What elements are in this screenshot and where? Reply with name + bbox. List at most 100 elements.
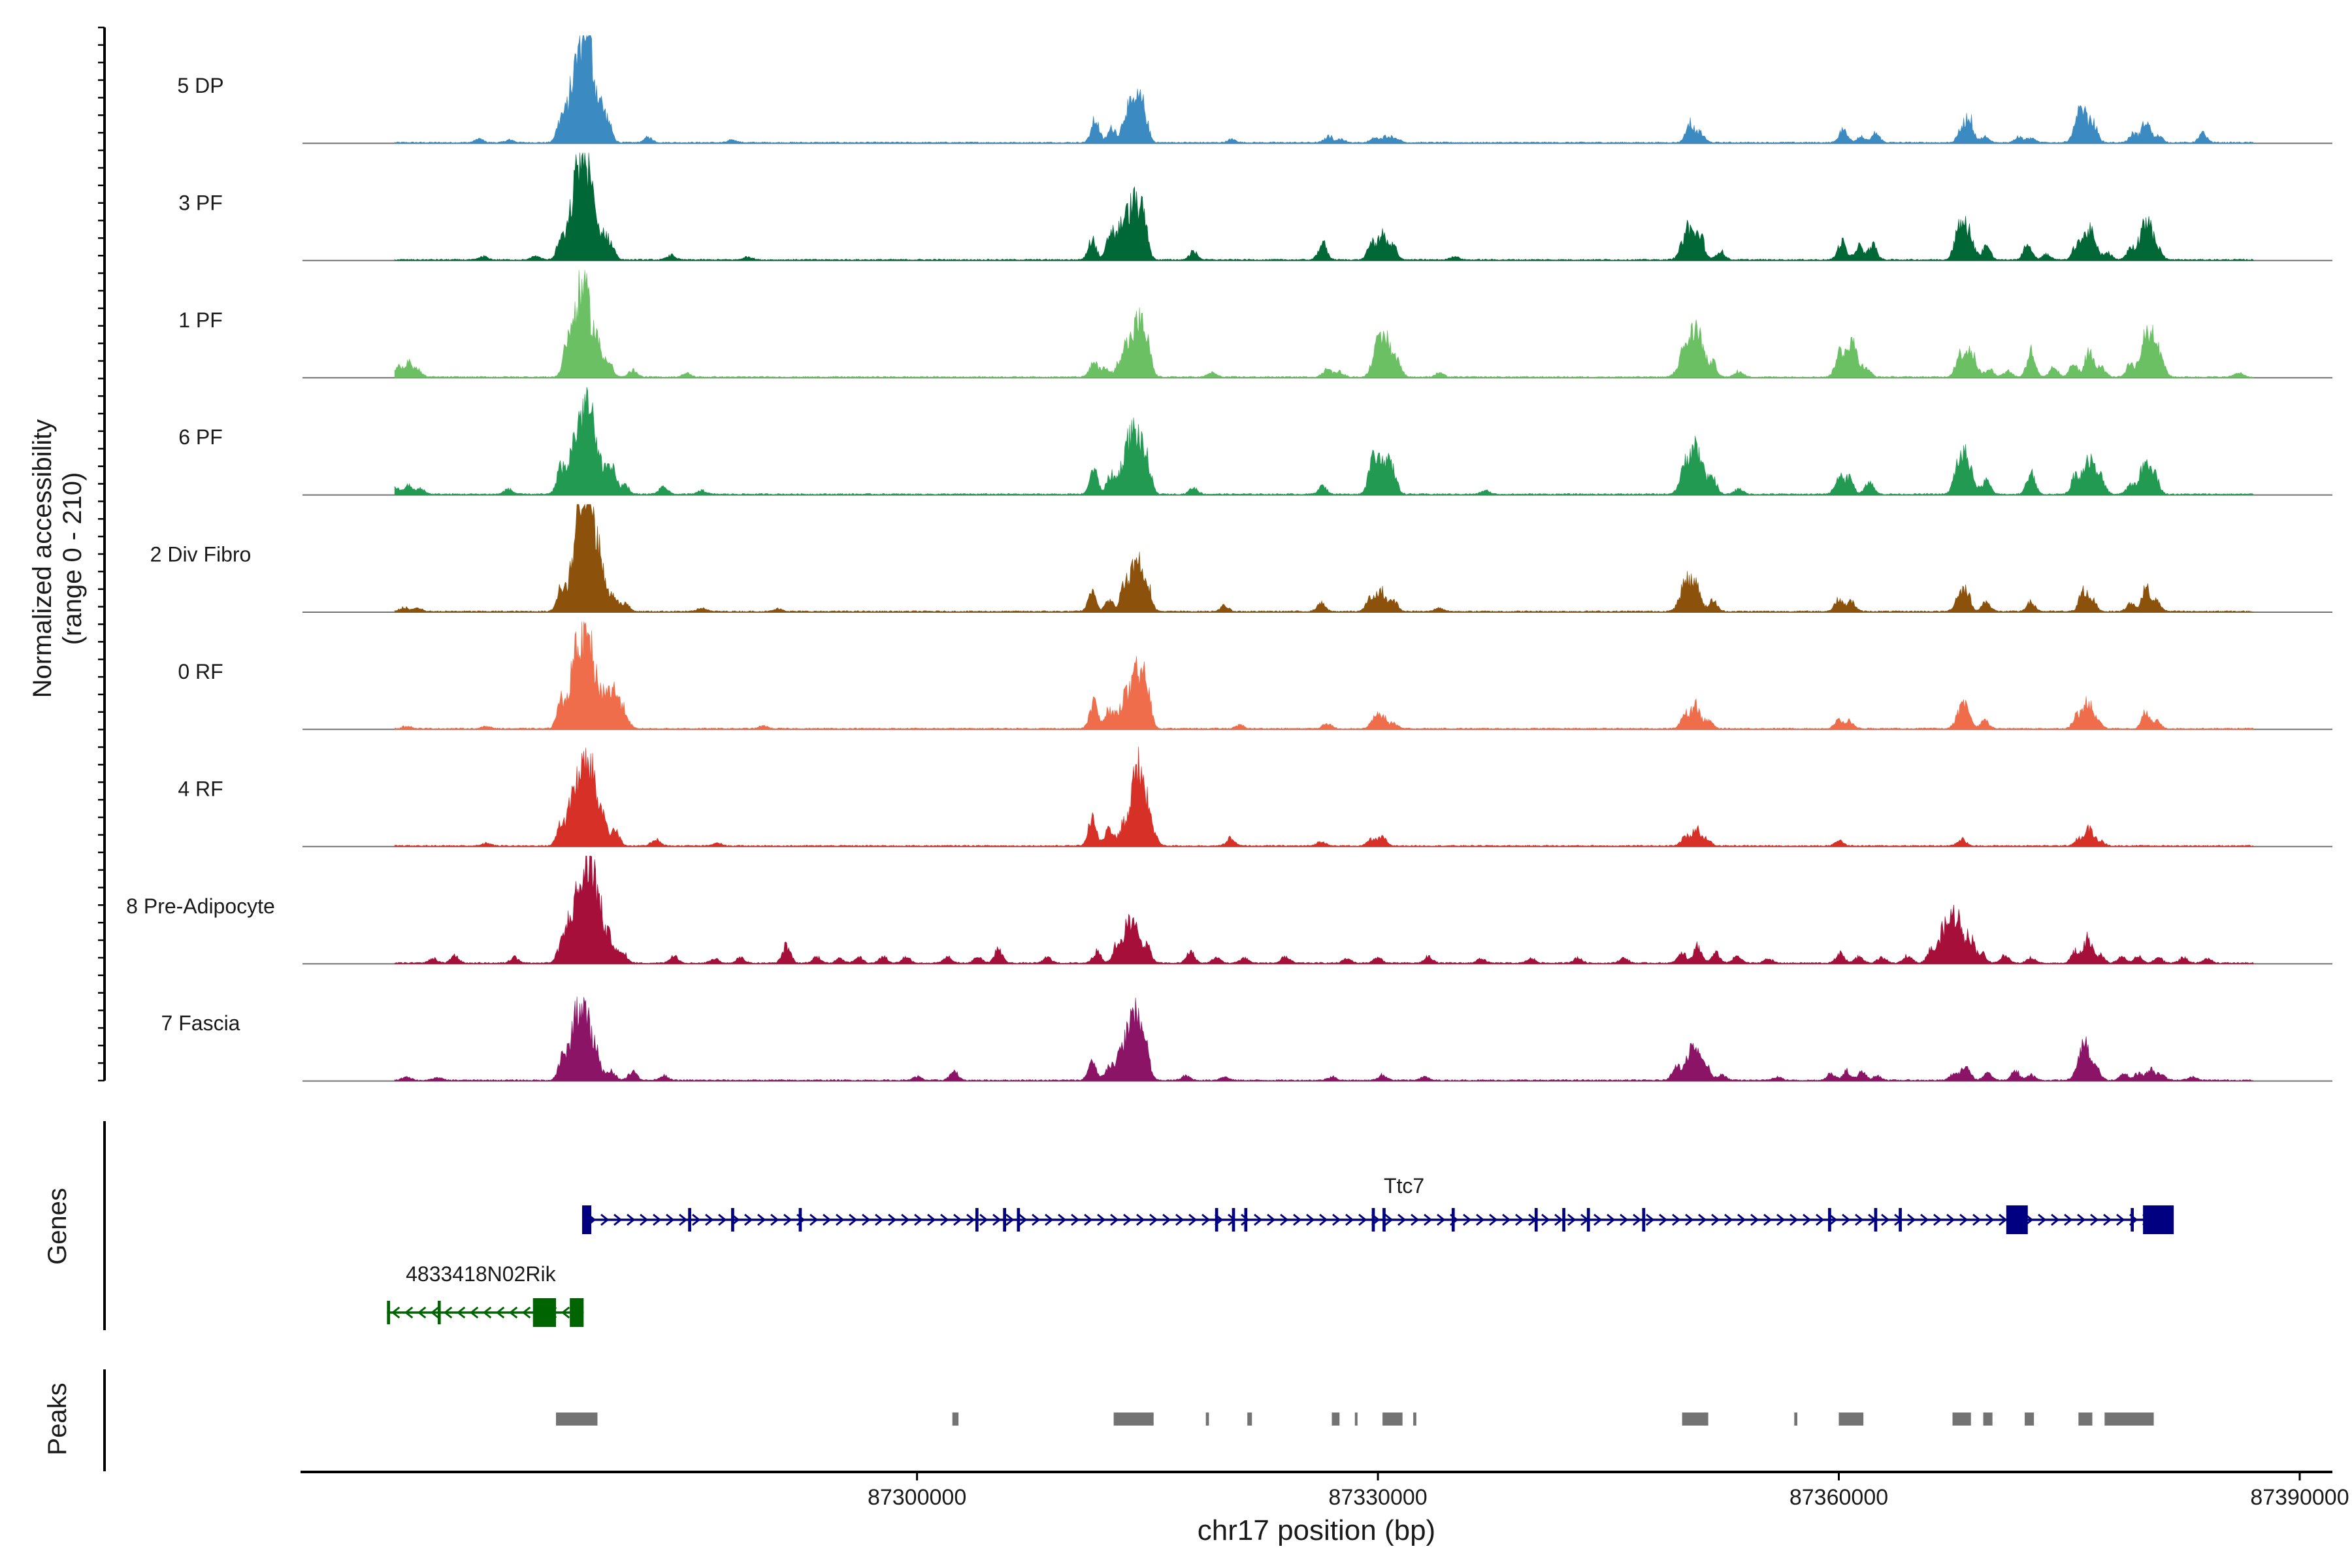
gene-name: 4833418N02Rik	[406, 1262, 557, 1286]
strand-arrow	[1711, 1213, 1720, 1226]
strand-arrow	[1685, 1213, 1694, 1226]
track-signal	[394, 996, 2254, 1081]
strand-arrow	[1855, 1213, 1864, 1226]
peak-region	[556, 1413, 598, 1426]
exon	[1382, 1208, 1386, 1232]
strand-arrow	[2038, 1213, 2047, 1226]
peak-region	[1205, 1413, 1209, 1426]
strand-arrow	[508, 1306, 518, 1319]
strand-arrow	[1920, 1213, 1929, 1226]
strand-arrow	[1502, 1213, 1511, 1226]
x-tick-label: 87360000	[1789, 1485, 1888, 1510]
strand-arrow	[849, 1213, 858, 1226]
exon	[1874, 1208, 1878, 1232]
peak-region	[1331, 1413, 1340, 1426]
strand-arrow	[1201, 1213, 1211, 1226]
exon	[1371, 1208, 1375, 1232]
exon	[731, 1208, 734, 1232]
strand-arrow	[783, 1213, 792, 1226]
track-8-pre-adipocyte: 8 Pre-Adipocyte	[126, 855, 2332, 965]
exon	[1003, 1208, 1006, 1232]
strand-arrow	[1110, 1213, 1119, 1226]
gene-ttc7: Ttc7	[581, 1174, 2174, 1234]
peak-region	[1382, 1413, 1403, 1426]
track-signal	[394, 504, 2254, 613]
track-label: 4 RF	[178, 777, 223, 800]
strand-arrow	[1463, 1213, 1472, 1226]
exon	[1232, 1208, 1235, 1232]
strand-arrow	[1136, 1213, 1145, 1226]
strand-arrow	[1424, 1213, 1433, 1226]
strand-arrow	[1803, 1213, 1812, 1226]
x-axis-title: chr17 position (bp)	[1198, 1514, 1435, 1546]
track-6-pf: 6 PF	[178, 387, 2332, 496]
track-4-rf: 4 RF	[178, 747, 2332, 847]
track-signal	[394, 152, 2255, 261]
y-axis-brackets	[98, 26, 106, 1471]
peak-region	[952, 1413, 959, 1426]
strand-arrow	[1489, 1213, 1498, 1226]
strand-arrow	[1358, 1213, 1367, 1226]
strand-arrow	[1672, 1213, 1681, 1226]
track-label: 0 RF	[178, 660, 223, 683]
strand-arrow	[1175, 1213, 1184, 1226]
exon	[2006, 1205, 2028, 1234]
strand-arrow	[927, 1213, 936, 1226]
peak-region	[1682, 1413, 1708, 1426]
strand-arrow	[705, 1213, 714, 1226]
strand-arrow	[1567, 1213, 1576, 1226]
strand-arrow	[1972, 1213, 1982, 1226]
strand-arrow	[391, 1306, 400, 1319]
strand-arrow	[1646, 1213, 1655, 1226]
strand-arrow	[653, 1213, 662, 1226]
strand-arrow	[561, 1306, 570, 1319]
genes-track-label: Genes	[43, 1188, 72, 1265]
strand-arrow	[809, 1213, 819, 1226]
strand-arrow	[888, 1213, 897, 1226]
strand-arrow	[757, 1213, 766, 1226]
exon	[975, 1208, 979, 1232]
exon	[1244, 1208, 1248, 1232]
strand-arrow	[1985, 1213, 1995, 1226]
exon	[1562, 1208, 1565, 1232]
peak-region	[1113, 1413, 1154, 1426]
strand-arrow	[404, 1306, 414, 1319]
track-label: 8 Pre-Adipocyte	[126, 894, 275, 918]
exon	[798, 1208, 802, 1232]
strand-arrow	[495, 1306, 505, 1319]
strand-arrow	[482, 1306, 492, 1319]
strand-arrow	[979, 1213, 988, 1226]
track-7-fascia: 7 Fascia	[161, 996, 2332, 1082]
strand-arrow	[613, 1213, 623, 1226]
coverage-tracks: 5 DP 3 PF 1 PF 6 PF 2 Div Fibro 0 RF 4 RF 8 Pre…	[126, 35, 2332, 1082]
strand-arrow	[666, 1213, 675, 1226]
exon	[437, 1301, 441, 1324]
track-signal	[394, 747, 2255, 847]
track-label: 2 Div Fibro	[150, 543, 252, 566]
strand-arrow	[836, 1213, 845, 1226]
gene-name: Ttc7	[1384, 1174, 1424, 1198]
strand-arrow	[1123, 1213, 1132, 1226]
track-label: 1 PF	[178, 308, 223, 332]
strand-arrow	[1019, 1213, 1028, 1226]
exon	[2131, 1208, 2134, 1232]
strand-arrow	[1959, 1213, 1968, 1226]
track-0-rf: 0 RF	[178, 621, 2332, 730]
peak-region	[1983, 1413, 1993, 1426]
strand-arrow	[1789, 1213, 1799, 1226]
strand-arrow	[692, 1213, 701, 1226]
strand-arrow	[1816, 1213, 1825, 1226]
strand-arrow	[1397, 1213, 1407, 1226]
strand-arrow	[1058, 1213, 1067, 1226]
exon	[1642, 1208, 1646, 1232]
strand-arrow	[1907, 1213, 1916, 1226]
peak-region	[1354, 1413, 1358, 1426]
exon	[1899, 1208, 1902, 1232]
strand-arrow	[1541, 1213, 1550, 1226]
strand-arrow	[770, 1213, 779, 1226]
peak-region	[1413, 1413, 1416, 1426]
strand-arrow	[1776, 1213, 1786, 1226]
strand-arrow	[627, 1213, 636, 1226]
strand-arrow	[430, 1306, 440, 1319]
